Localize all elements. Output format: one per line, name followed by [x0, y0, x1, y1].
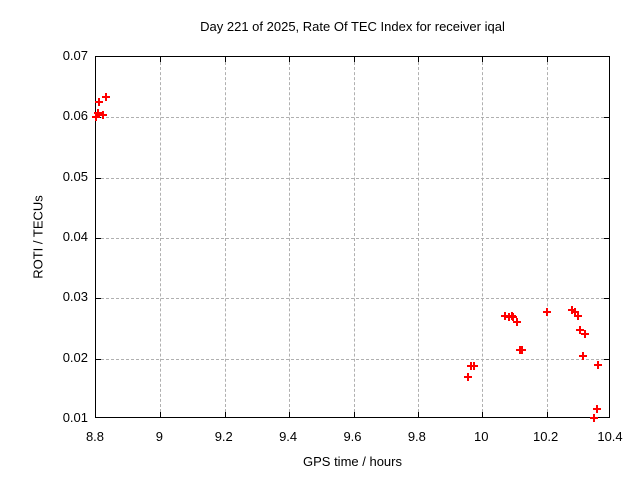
x-tick-mark-bottom — [160, 412, 162, 417]
y-tick-label: 0.04 — [62, 229, 88, 244]
data-point-marker — [504, 313, 513, 322]
y-tick-mark-right — [604, 358, 609, 360]
data-point-marker — [464, 373, 473, 382]
x-tick-label: 9.6 — [343, 429, 362, 444]
x-tick-mark-bottom — [353, 412, 355, 417]
grid-line-vertical — [417, 57, 419, 417]
data-point-marker — [93, 108, 102, 117]
x-tick-label: 9.4 — [279, 429, 298, 444]
grid-line-vertical — [224, 57, 226, 417]
grid-line-vertical — [482, 57, 484, 417]
y-tick-mark-right — [604, 298, 609, 300]
data-point-marker — [101, 93, 110, 102]
x-tick-mark-bottom — [289, 412, 291, 417]
x-tick-mark-bottom — [546, 412, 548, 417]
data-point-marker — [95, 97, 104, 106]
y-tick-label: 0.02 — [62, 349, 88, 365]
data-point-marker — [92, 113, 100, 122]
x-tick-label: 10.2 — [532, 429, 559, 444]
x-tick-mark-top — [160, 57, 162, 62]
grid-line-vertical — [289, 57, 291, 417]
grid-line-vertical — [546, 57, 548, 417]
grid-line-horizontal — [96, 117, 609, 119]
data-point-marker — [581, 329, 590, 338]
x-tick-label: 10 — [474, 429, 489, 444]
y-tick-mark-left — [96, 238, 101, 239]
data-point-marker — [578, 351, 587, 360]
x-tick-mark-top — [289, 57, 291, 62]
y-tick-mark-left — [96, 358, 101, 360]
x-tick-mark-top — [224, 57, 226, 62]
plot-area — [92, 56, 610, 423]
x-tick-label: 9.2 — [214, 429, 233, 444]
grid-line-horizontal — [96, 298, 609, 300]
data-point-marker — [568, 305, 577, 314]
x-tick-mark-bottom — [482, 412, 484, 417]
y-tick-label: 0.03 — [62, 289, 88, 305]
grid-line-vertical — [353, 57, 355, 417]
y-tick-label: 0.06 — [62, 108, 88, 124]
y-tick-mark-right — [604, 177, 609, 179]
x-tick-mark-top — [546, 57, 548, 62]
grid-line-vertical — [160, 57, 162, 417]
y-tick-label: 0.01 — [62, 410, 88, 425]
x-tick-mark-top — [353, 57, 355, 62]
grid-line-horizontal — [96, 177, 609, 179]
data-point-marker — [594, 361, 603, 370]
x-tick-label: 9.8 — [407, 429, 426, 444]
y-tick-mark-right — [604, 238, 609, 239]
x-tick-mark-top — [417, 57, 419, 62]
y-tick-mark-right — [604, 117, 609, 119]
data-point-marker — [509, 313, 518, 322]
y-tick-label: 0.05 — [62, 168, 88, 184]
y-tick-mark-left — [96, 298, 101, 300]
x-tick-mark-top — [482, 57, 484, 62]
data-point-marker — [576, 325, 585, 334]
data-point-marker — [99, 110, 108, 119]
x-tick-mark-bottom — [417, 412, 419, 417]
data-point-marker — [574, 311, 583, 320]
x-tick-label: 9 — [155, 429, 163, 444]
data-point-marker — [469, 361, 478, 370]
x-tick-label: 10.4 — [597, 429, 623, 444]
x-axis-label: GPS time / hours — [303, 454, 402, 469]
data-point-marker — [507, 311, 516, 320]
grid-line-horizontal — [96, 238, 609, 239]
x-tick-label: 8.8 — [85, 429, 105, 444]
grid-line-horizontal — [96, 358, 609, 360]
data-point-marker — [513, 318, 521, 327]
chart-title: Day 221 of 2025, Rate Of TEC Index for r… — [200, 19, 505, 34]
data-point-marker — [590, 414, 599, 423]
data-point-marker — [542, 307, 551, 316]
data-point-marker — [593, 405, 602, 414]
y-tick-label: 0.07 — [62, 48, 88, 63]
data-point-marker — [518, 346, 527, 355]
x-tick-mark-bottom — [224, 412, 226, 417]
data-point-marker — [571, 307, 580, 316]
y-tick-mark-left — [96, 177, 101, 179]
